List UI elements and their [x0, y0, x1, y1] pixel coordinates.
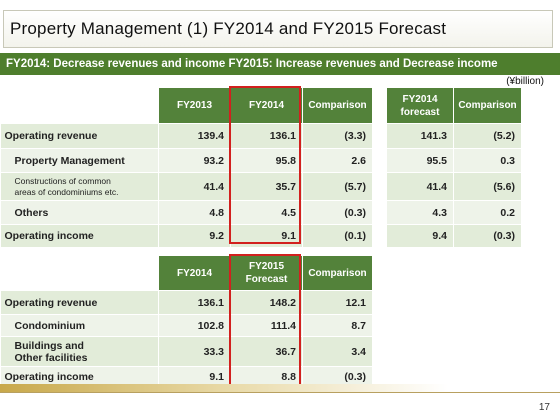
cell-comparison: 3.4 [302, 336, 373, 367]
table-row: Condominium 102.8 111.4 8.7 [0, 314, 373, 337]
unit-note: (¥billion) [506, 76, 544, 87]
cell-fy2014: 9.1 [158, 366, 231, 388]
table2-header-blank [0, 255, 159, 291]
row-label: Buildings and Other facilities [0, 336, 159, 367]
table1-header-forecast: FY2014 forecast [386, 87, 454, 124]
table1-header-fy2013: FY2013 [158, 87, 231, 124]
cell-forecast: 9.4 [386, 224, 454, 248]
cell-forecast: 41.4 [386, 172, 454, 201]
row-label: Operating revenue [0, 123, 159, 149]
cell-comparison: (5.7) [302, 172, 373, 201]
cell-comparison: (0.1) [302, 224, 373, 248]
cell-comparison: 12.1 [302, 290, 373, 315]
cell-fy2014: 95.8 [230, 148, 303, 173]
gap-cell [372, 200, 387, 225]
table-row: Buildings and Other facilities 33.3 36.7… [0, 336, 373, 367]
gap-cell [372, 172, 387, 201]
fy2015-forecast-table: FY2014 FY2015 Forecast Comparison Operat… [0, 255, 373, 388]
row-label: Operating income [0, 224, 159, 248]
cell-fy2013: 41.4 [158, 172, 231, 201]
gap-cell [372, 148, 387, 173]
cell-fy2014: 102.8 [158, 314, 231, 337]
cell-fy2014: 136.1 [230, 123, 303, 149]
cell-forecast: 141.3 [386, 123, 454, 149]
row-label: Operating revenue [0, 290, 159, 315]
footer-decoration [0, 384, 560, 392]
cell-comparison2: 0.3 [453, 148, 522, 173]
table-row: Constructions of common areas of condomi… [0, 172, 522, 201]
slide-title-text: Property Management (1) FY2014 and FY201… [10, 19, 447, 38]
table-row: Operating revenue 139.4 136.1 (3.3) 141.… [0, 123, 522, 149]
cell-comparison2: (0.3) [453, 224, 522, 248]
cell-fy2014: 35.7 [230, 172, 303, 201]
cell-comparison2: (5.2) [453, 123, 522, 149]
cell-forecast: 4.3 [386, 200, 454, 225]
cell-fy2014: 136.1 [158, 290, 231, 315]
table-row: Operating revenue 136.1 148.2 12.1 [0, 290, 373, 315]
cell-fy2015: 148.2 [230, 290, 303, 315]
table2-header-row: FY2014 FY2015 Forecast Comparison [0, 255, 373, 291]
cell-comparison2: (5.6) [453, 172, 522, 201]
cell-forecast: 95.5 [386, 148, 454, 173]
cell-fy2014: 33.3 [158, 336, 231, 367]
row-label: Condominium [0, 314, 159, 337]
cell-fy2013: 4.8 [158, 200, 231, 225]
cell-fy2014: 4.5 [230, 200, 303, 225]
table2-header-fy2014: FY2014 [158, 255, 231, 291]
table1-header-comparison: Comparison [302, 87, 373, 124]
row-label: Property Management [0, 148, 159, 173]
cell-comparison: (3.3) [302, 123, 373, 149]
table-row: Others 4.8 4.5 (0.3) 4.3 0.2 [0, 200, 522, 225]
cell-fy2013: 9.2 [158, 224, 231, 248]
cell-fy2014: 9.1 [230, 224, 303, 248]
cell-comparison: (0.3) [302, 200, 373, 225]
table1-header-fy2014: FY2014 [230, 87, 303, 124]
gap-cell [372, 224, 387, 248]
table1-header-comparison2: Comparison [453, 87, 522, 124]
table1-header-row: FY2013 FY2014 Comparison FY2014 forecast… [0, 87, 522, 124]
table1-header-blank [0, 87, 159, 124]
gap-cell [372, 123, 387, 149]
cell-comparison2: 0.2 [453, 200, 522, 225]
table1-header-gap [372, 87, 387, 124]
table2-header-fy2015: FY2015 Forecast [230, 255, 303, 291]
table2-header-comparison: Comparison [302, 255, 373, 291]
slide-subtitle: FY2014: Decrease revenues and income FY2… [0, 53, 560, 75]
cell-comparison: 2.6 [302, 148, 373, 173]
slide-title: Property Management (1) FY2014 and FY201… [3, 10, 553, 48]
cell-fy2015: 111.4 [230, 314, 303, 337]
cell-fy2015: 36.7 [230, 336, 303, 367]
table-row: Operating income 9.1 8.8 (0.3) [0, 366, 373, 388]
cell-comparison: 8.7 [302, 314, 373, 337]
page-number: 17 [538, 402, 550, 413]
fy2014-results-table: FY2013 FY2014 Comparison FY2014 forecast… [0, 87, 522, 248]
table-row: Property Management 93.2 95.8 2.6 95.5 0… [0, 148, 522, 173]
slide-subtitle-text: FY2014: Decrease revenues and income FY2… [6, 58, 498, 70]
cell-fy2013: 139.4 [158, 123, 231, 149]
row-label: Constructions of common areas of condomi… [0, 172, 159, 201]
table-row: Operating income 9.2 9.1 (0.1) 9.4 (0.3) [0, 224, 522, 248]
cell-comparison: (0.3) [302, 366, 373, 388]
footer-divider [0, 392, 560, 393]
cell-fy2013: 93.2 [158, 148, 231, 173]
row-label: Operating income [0, 366, 159, 388]
row-label: Others [0, 200, 159, 225]
